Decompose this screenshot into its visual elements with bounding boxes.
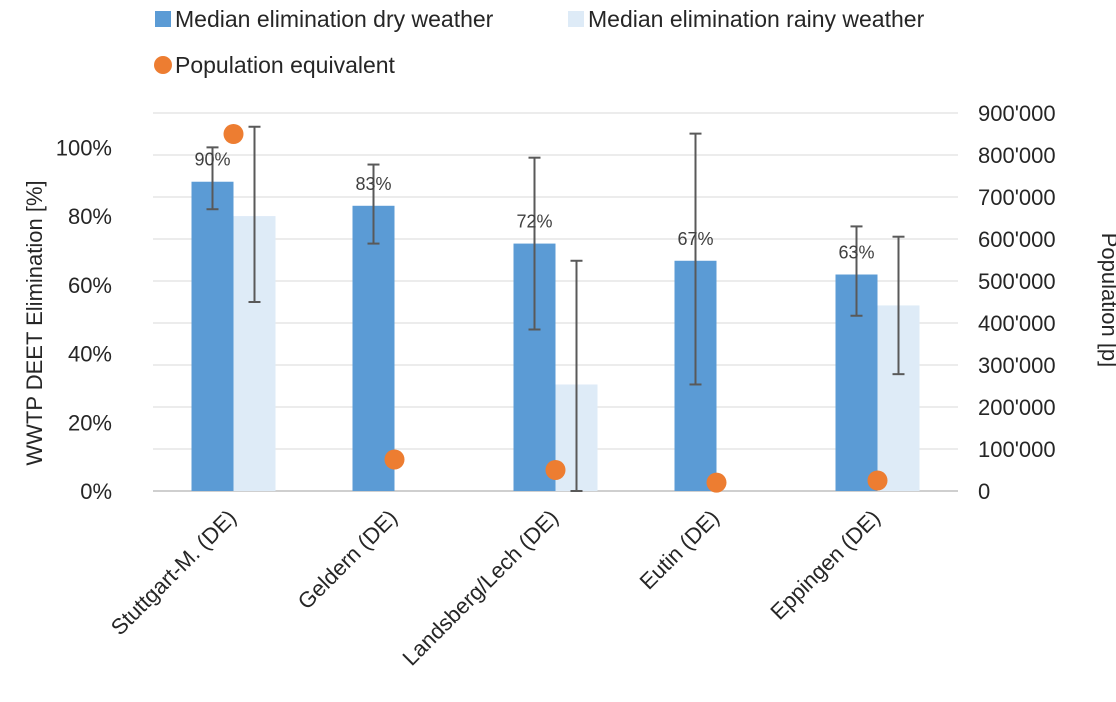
left-tick-label: 80% bbox=[68, 204, 112, 229]
legend-label-rainy: Median elimination rainy weather bbox=[588, 6, 925, 32]
bar-dry-weather bbox=[191, 181, 234, 491]
legend-swatch-population bbox=[154, 56, 172, 74]
category-label: Eppingen (DE) bbox=[765, 505, 885, 625]
category-labels: Stuttgart-M. (DE) Geldern (DE)Landsberg/L… bbox=[106, 505, 885, 671]
left-tick-label: 0% bbox=[80, 479, 112, 504]
right-tick-label: 700'000 bbox=[978, 185, 1056, 210]
population-point bbox=[867, 470, 888, 491]
left-tick-label: 60% bbox=[68, 273, 112, 298]
data-labels: 90% 83% 72% 67% 63% bbox=[194, 150, 874, 263]
legend-label-dry: Median elimination dry weather bbox=[175, 6, 494, 32]
right-tick-label: 500'000 bbox=[978, 269, 1056, 294]
category-label: Stuttgart-M. (DE) bbox=[106, 505, 241, 640]
category-label: Geldern (DE) bbox=[293, 505, 402, 614]
data-label-dry: 63% bbox=[838, 243, 874, 263]
data-label-dry: 90% bbox=[194, 150, 230, 170]
right-tick-label: 200'000 bbox=[978, 395, 1056, 420]
population-point bbox=[706, 472, 727, 493]
data-label-dry: 67% bbox=[677, 229, 713, 249]
category-label: Eutin (DE) bbox=[635, 505, 724, 594]
right-axis-ticks: 0 100'000 200'000 300'000 400'000 500'000 600'… bbox=[978, 101, 1056, 504]
left-tick-label: 40% bbox=[68, 342, 112, 367]
right-tick-label: 100'000 bbox=[978, 437, 1056, 462]
right-tick-label: 300'000 bbox=[978, 353, 1056, 378]
left-tick-label: 100% bbox=[56, 135, 112, 160]
bar-dry-weather bbox=[352, 205, 395, 492]
right-tick-label: 900'000 bbox=[978, 101, 1056, 126]
left-tick-label: 20% bbox=[68, 410, 112, 435]
legend: Median elimination dry weather Median eli… bbox=[154, 6, 925, 78]
population-point bbox=[384, 449, 405, 470]
data-label-dry: 72% bbox=[516, 212, 552, 232]
right-tick-label: 600'000 bbox=[978, 227, 1056, 252]
bars bbox=[191, 181, 920, 492]
population-point bbox=[545, 460, 566, 480]
category-label: Landsberg/Lech (DE) bbox=[397, 505, 563, 671]
legend-swatch-rainy bbox=[568, 11, 584, 27]
right-tick-label: 400'000 bbox=[978, 311, 1056, 336]
left-axis-ticks: 0% 20% 40% 60% 80% 100% bbox=[56, 135, 112, 504]
left-axis-title: WWTP DEET Elimination [%] bbox=[22, 180, 47, 465]
right-tick-label: 800'000 bbox=[978, 143, 1056, 168]
right-tick-label: 0 bbox=[978, 479, 990, 504]
population-points bbox=[223, 124, 888, 493]
legend-swatch-dry bbox=[155, 11, 171, 27]
data-label-dry: 83% bbox=[355, 174, 391, 194]
right-axis-title: Population [p] bbox=[1097, 233, 1116, 368]
legend-label-population: Population equivalent bbox=[175, 52, 396, 78]
population-point bbox=[223, 124, 244, 144]
error-bars bbox=[206, 125, 905, 492]
